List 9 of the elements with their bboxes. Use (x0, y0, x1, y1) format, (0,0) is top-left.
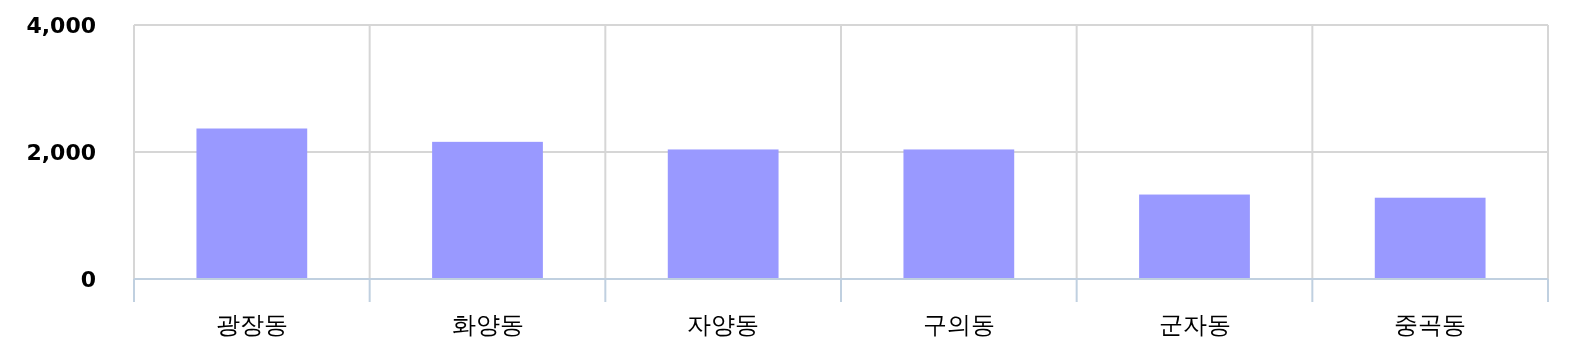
y-tick-label: 0 (80, 267, 96, 292)
y-tick-label: 2,000 (26, 140, 96, 165)
y-tick-label: 4,000 (26, 13, 96, 38)
x-tick-label: 광장동 (215, 311, 288, 339)
x-tick-label: 군자동 (1158, 311, 1231, 339)
x-tick-label: 중곡동 (1394, 311, 1467, 339)
x-tick-label: 구의동 (922, 311, 995, 339)
x-tick-label: 화양동 (451, 311, 524, 339)
x-tick-label: 자양동 (687, 311, 760, 339)
